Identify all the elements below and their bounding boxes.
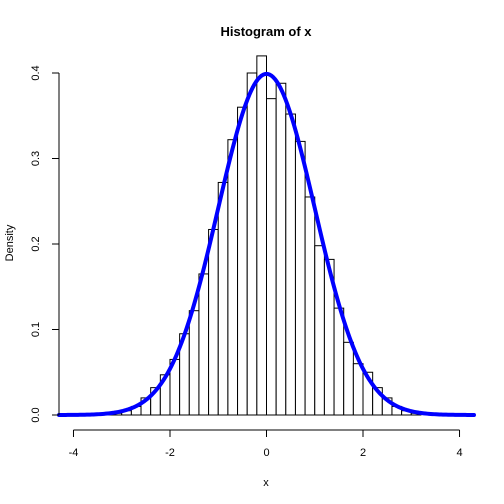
histogram-bar-25 xyxy=(343,341,354,416)
y-tick-label-2: 0.2 xyxy=(30,236,42,251)
histogram-bar-26 xyxy=(352,363,364,416)
histogram-bar-9 xyxy=(188,310,200,416)
y-tick-label-0: 0.0 xyxy=(30,407,42,422)
histogram-bars xyxy=(101,55,422,416)
histogram-bar-19 xyxy=(285,113,296,416)
x-tick-label-0: -4 xyxy=(69,447,79,459)
histogram-bar-24 xyxy=(333,307,345,416)
x-axis: -4 -2 0 2 4 xyxy=(69,429,463,459)
x-axis-label: x xyxy=(263,477,269,489)
histogram-bar-15 xyxy=(246,72,258,416)
histogram-bar-18 xyxy=(275,82,287,416)
histogram-bar-16 xyxy=(256,55,268,416)
x-tick-label-1: -2 xyxy=(165,447,175,459)
y-axis: 0.0 0.1 0.2 0.3 0.4 xyxy=(30,65,60,423)
x-tick-label-2: 0 xyxy=(263,447,269,459)
histogram-bar-11 xyxy=(208,228,219,416)
histogram-bar-12 xyxy=(217,181,229,416)
histogram-bar-17 xyxy=(266,98,277,416)
histogram-bar-13 xyxy=(227,139,239,416)
x-tick-label-3: 2 xyxy=(360,447,366,459)
y-tick-label-1: 0.1 xyxy=(30,322,42,337)
y-tick-label-4: 0.4 xyxy=(30,65,42,80)
histogram-bar-10 xyxy=(198,273,210,416)
histogram-bar-14 xyxy=(237,106,248,416)
x-tick-label-4: 4 xyxy=(456,447,462,459)
y-axis-label: Density xyxy=(4,224,16,261)
y-tick-label-3: 0.3 xyxy=(30,151,42,166)
histogram-bar-20 xyxy=(294,140,306,416)
chart-title: Histogram of x xyxy=(220,24,312,39)
density-curve-layer xyxy=(57,71,476,417)
density-curve xyxy=(57,71,476,417)
histogram-bar-22 xyxy=(314,245,325,416)
histogram-bar-21 xyxy=(304,196,316,416)
